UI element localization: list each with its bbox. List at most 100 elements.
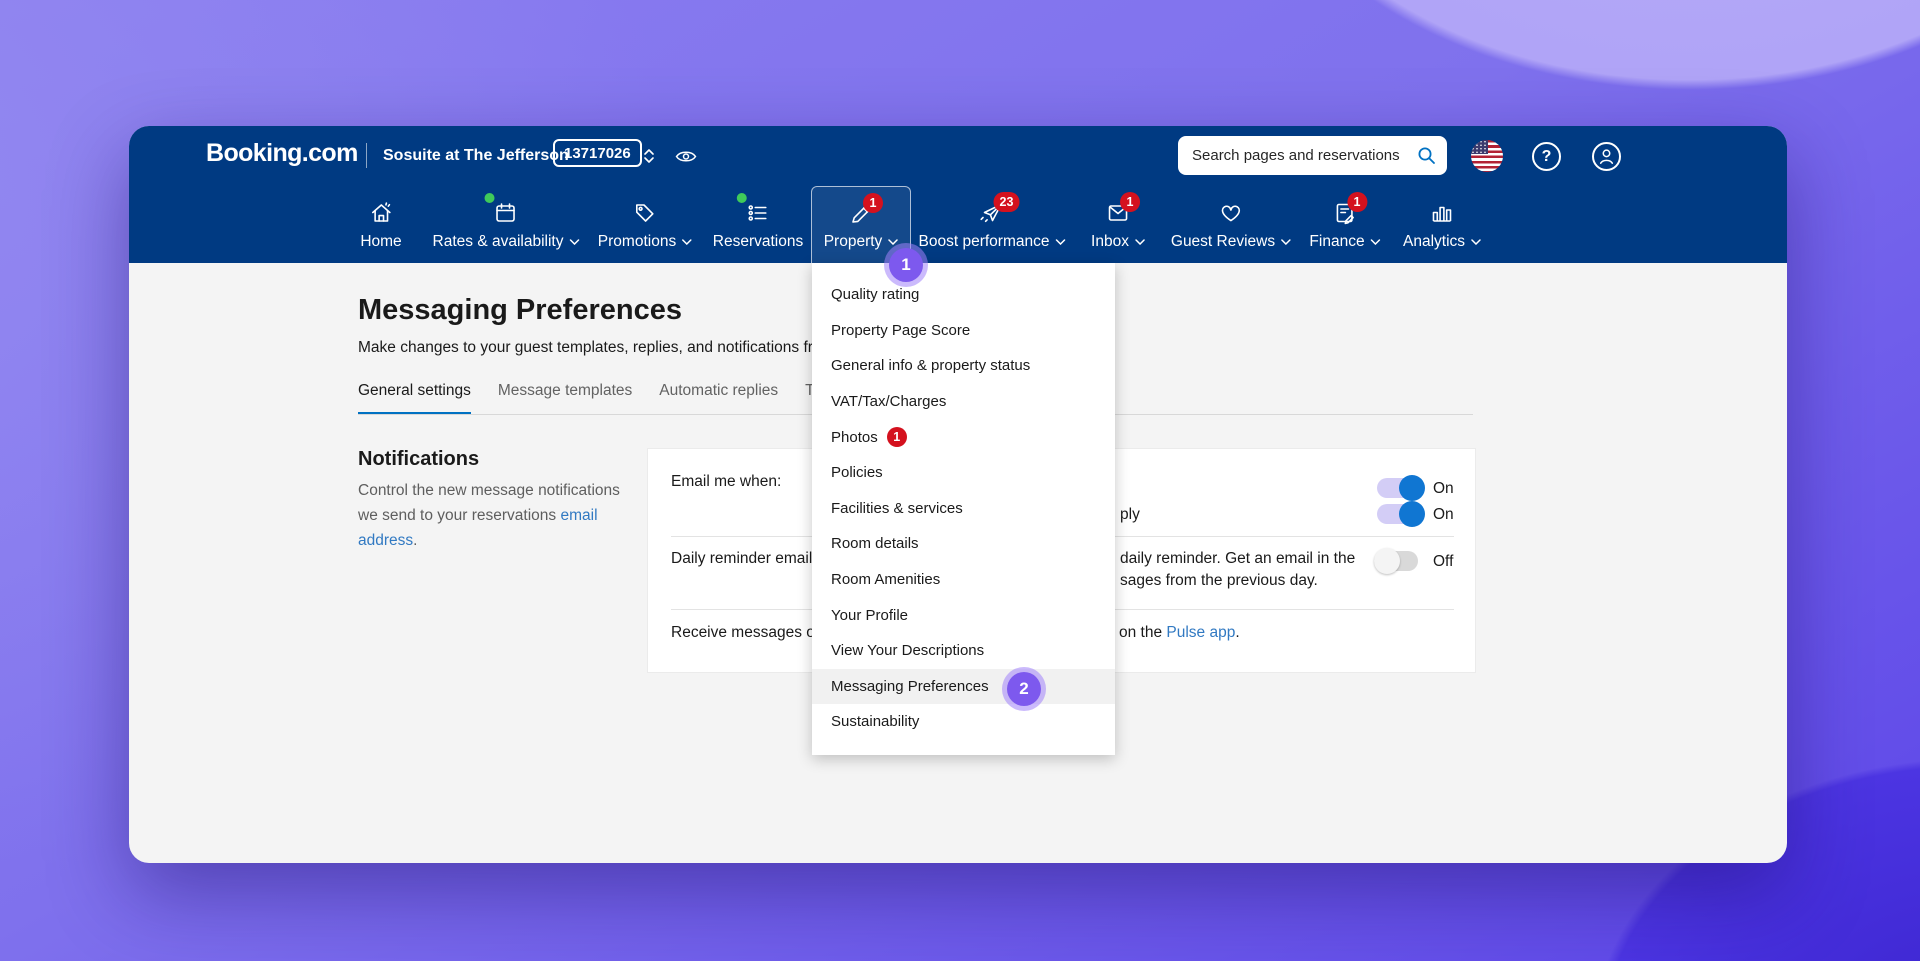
- home-icon: [368, 199, 394, 227]
- menu-item-general-info[interactable]: General info & property status: [812, 348, 1115, 384]
- menu-item-label: Property Page Score: [831, 321, 971, 339]
- notif-period: .: [413, 532, 418, 549]
- chevron-down-icon: [1471, 239, 1481, 245]
- tab-general-settings[interactable]: General settings: [358, 382, 471, 415]
- nav-item-guest-reviews[interactable]: Guest Reviews: [1171, 186, 1291, 263]
- nav-item-reservations[interactable]: Reservations: [713, 186, 803, 263]
- menu-item-label: Sustainability: [831, 713, 920, 731]
- green-dot: [737, 193, 747, 203]
- nav-item-promotions[interactable]: Promotions: [598, 186, 692, 263]
- nav-label: Boost performance: [918, 233, 1050, 250]
- menu-item-label: View Your Descriptions: [831, 642, 985, 660]
- reply-option-fragment: ply: [1120, 506, 1140, 523]
- step-marker-1: 1: [889, 248, 923, 282]
- toggle-state-label: On: [1433, 480, 1454, 497]
- menu-item-policies[interactable]: Policies: [812, 455, 1115, 491]
- menu-item-vat-tax-charges[interactable]: VAT/Tax/Charges: [812, 384, 1115, 420]
- chevron-down-icon: [682, 239, 692, 245]
- menu-item-label: Your Profile: [831, 606, 908, 624]
- chevron-down-icon: [1370, 239, 1381, 245]
- page-title: Messaging Preferences: [358, 294, 682, 326]
- chevron-down-icon: [888, 239, 899, 245]
- menu-item-your-profile[interactable]: Your Profile: [812, 597, 1115, 633]
- header-divider: [366, 143, 367, 168]
- nav-label: Home: [360, 233, 402, 250]
- menu-item-label: Room details: [831, 535, 919, 553]
- toggle-knob: [1399, 501, 1425, 527]
- notification-badge: 1: [886, 427, 907, 448]
- notifications-heading: Notifications: [358, 448, 480, 470]
- receive-messages-label: Receive messages on-: [671, 624, 829, 641]
- top-header: Booking.com Sosuite at The Jefferson 137…: [129, 126, 1787, 263]
- bar-chart-icon: [1429, 199, 1455, 227]
- menu-item-messaging-preferences[interactable]: Messaging Preferences: [812, 668, 1115, 705]
- menu-item-sustainability[interactable]: Sustainability: [812, 704, 1115, 740]
- nav-item-finance[interactable]: 1 Finance: [1309, 186, 1381, 263]
- email-address-link[interactable]: address: [358, 532, 414, 549]
- step-marker-2: 2: [1007, 672, 1041, 706]
- tab-automatic-replies[interactable]: Automatic replies: [659, 382, 779, 399]
- search-bar: [1178, 136, 1447, 175]
- list-icon: [737, 193, 771, 227]
- property-name: Sosuite at The Jefferson: [383, 147, 569, 164]
- email-me-when-label: Email me when:: [671, 473, 782, 490]
- notifications-description: Control the new message notifications we…: [358, 478, 620, 553]
- pulse-app-fragment: on the Pulse app.: [1119, 624, 1240, 642]
- toggle-new-message[interactable]: [1377, 475, 1425, 501]
- daily-reminder-fragment-line1: daily reminder. Get an email in the: [1120, 550, 1356, 567]
- email-address-link[interactable]: email: [560, 507, 598, 524]
- nav-item-analytics[interactable]: Analytics: [1403, 186, 1481, 263]
- menu-item-quality-rating[interactable]: Quality rating: [812, 277, 1115, 313]
- calendar-icon: [484, 193, 519, 227]
- toggle-knob: [1399, 475, 1425, 501]
- menu-item-view-your-descriptions[interactable]: View Your Descriptions: [812, 633, 1115, 669]
- chevron-down-icon: [569, 239, 580, 245]
- nav-item-boost-performance[interactable]: 23 Boost performance: [919, 186, 1066, 263]
- view-property-eye-icon[interactable]: [675, 149, 697, 164]
- menu-item-room-amenities[interactable]: Room Amenities: [812, 562, 1115, 598]
- tag-icon: [632, 199, 658, 227]
- nav-item-rates-availability[interactable]: Rates & availability: [433, 186, 580, 263]
- notification-badge: 23: [993, 192, 1020, 212]
- menu-item-label: Facilities & services: [831, 499, 963, 517]
- notification-badge: 1: [863, 193, 883, 213]
- property-switcher-icon[interactable]: [641, 147, 657, 165]
- nav-item-inbox[interactable]: 1 Inbox: [1091, 186, 1145, 263]
- tab-message-templates[interactable]: Message templates: [497, 382, 633, 399]
- account-icon[interactable]: [1592, 142, 1621, 171]
- toggle-state-label: Off: [1433, 553, 1454, 570]
- help-icon[interactable]: ?: [1532, 142, 1561, 171]
- daily-reminder-fragment-line2: sages from the previous day.: [1120, 572, 1318, 589]
- menu-item-facilities-services[interactable]: Facilities & services: [812, 491, 1115, 527]
- menu-item-photos[interactable]: Photos 1: [812, 419, 1115, 455]
- booking-logo[interactable]: Booking.com: [206, 139, 358, 167]
- nav-label: Inbox: [1091, 233, 1129, 250]
- green-dot: [484, 193, 495, 203]
- pulse-fragment-pre: on the: [1119, 624, 1167, 641]
- search-icon[interactable]: [1417, 146, 1436, 165]
- menu-item-property-page-score[interactable]: Property Page Score: [812, 313, 1115, 349]
- envelope-icon: 1: [1105, 192, 1140, 227]
- menu-item-room-details[interactable]: Room details: [812, 526, 1115, 562]
- search-input[interactable]: [1178, 136, 1447, 175]
- nav-label: Finance: [1309, 233, 1365, 250]
- nav-label: Guest Reviews: [1170, 233, 1276, 250]
- chevron-down-icon: [1135, 239, 1145, 245]
- nav-item-home[interactable]: Home: [360, 186, 402, 263]
- pulse-fragment-period: .: [1235, 624, 1240, 641]
- notification-badge: 1: [1347, 192, 1367, 212]
- menu-item-label: Policies: [831, 464, 883, 482]
- toggle-daily-reminder[interactable]: [1374, 548, 1422, 574]
- page-subtitle: Make changes to your guest templates, re…: [358, 339, 835, 356]
- tab-bar: General settings Message templates Autom…: [358, 382, 868, 415]
- menu-item-label: Photos: [831, 428, 878, 446]
- daily-reminder-label: Daily reminder email: [671, 550, 813, 567]
- pulse-app-link[interactable]: Pulse app: [1166, 624, 1236, 641]
- menu-item-label: Messaging Preferences: [831, 677, 989, 695]
- nav-label: Analytics: [1402, 233, 1466, 250]
- toggle-guest-reply[interactable]: [1377, 501, 1425, 527]
- nav-item-property[interactable]: 1 Property: [811, 186, 911, 263]
- notif-line2: we send to your reservations: [358, 507, 561, 524]
- language-flag-icon[interactable]: [1471, 140, 1503, 172]
- property-id-badge[interactable]: 13717026: [553, 139, 642, 167]
